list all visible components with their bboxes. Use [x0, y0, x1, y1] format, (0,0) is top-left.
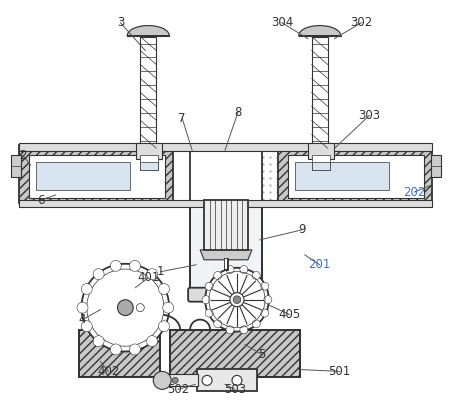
Bar — [19, 200, 432, 207]
Circle shape — [153, 372, 171, 389]
Text: 302: 302 — [350, 16, 373, 29]
Text: 3: 3 — [117, 16, 124, 29]
Circle shape — [233, 296, 241, 304]
Circle shape — [226, 265, 234, 274]
Bar — [312, 37, 328, 148]
Circle shape — [81, 321, 92, 332]
Text: 201: 201 — [309, 258, 331, 271]
Circle shape — [205, 309, 213, 317]
Circle shape — [147, 336, 158, 347]
Circle shape — [252, 320, 260, 328]
Bar — [190, 200, 262, 290]
Bar — [190, 145, 262, 207]
Circle shape — [118, 300, 133, 315]
Bar — [278, 145, 432, 203]
Text: 4: 4 — [79, 313, 86, 326]
Circle shape — [205, 282, 213, 290]
Bar — [197, 370, 257, 392]
Circle shape — [129, 260, 140, 271]
Text: 2: 2 — [19, 149, 26, 162]
Bar — [312, 155, 330, 170]
Bar — [162, 374, 198, 386]
Circle shape — [158, 321, 169, 332]
FancyBboxPatch shape — [188, 288, 264, 302]
Text: 304: 304 — [271, 16, 293, 29]
Circle shape — [232, 375, 242, 385]
Circle shape — [163, 302, 174, 313]
Circle shape — [81, 284, 92, 295]
Circle shape — [87, 269, 164, 346]
Text: 303: 303 — [359, 109, 380, 122]
Text: 7: 7 — [178, 112, 186, 125]
Text: 503: 503 — [224, 383, 246, 396]
Polygon shape — [299, 26, 340, 35]
Bar — [19, 143, 432, 151]
Text: 9: 9 — [298, 223, 306, 236]
Text: 8: 8 — [234, 106, 242, 119]
Text: 1: 1 — [157, 265, 164, 278]
Bar — [140, 162, 158, 170]
Circle shape — [93, 269, 104, 280]
Bar — [431, 155, 441, 177]
Polygon shape — [127, 26, 169, 35]
Circle shape — [240, 265, 248, 274]
Circle shape — [136, 304, 144, 312]
Text: 501: 501 — [329, 365, 351, 378]
Bar — [140, 155, 158, 170]
Bar — [170, 330, 300, 377]
Circle shape — [147, 269, 158, 280]
Circle shape — [172, 377, 178, 383]
Text: 5: 5 — [258, 348, 266, 361]
Circle shape — [214, 320, 222, 328]
Circle shape — [93, 336, 104, 347]
Bar — [288, 155, 424, 198]
Circle shape — [214, 271, 222, 280]
Bar — [308, 143, 334, 159]
Text: 6: 6 — [37, 193, 44, 206]
Bar — [11, 155, 21, 177]
Bar — [79, 330, 160, 377]
Text: 202: 202 — [403, 186, 425, 199]
Circle shape — [158, 284, 169, 295]
Bar — [136, 143, 162, 159]
Circle shape — [230, 293, 244, 307]
Circle shape — [261, 282, 269, 290]
Polygon shape — [200, 250, 252, 260]
Bar — [79, 330, 160, 377]
Bar — [312, 162, 330, 170]
Circle shape — [252, 271, 260, 280]
Circle shape — [205, 268, 269, 332]
Bar — [19, 145, 173, 203]
Bar — [29, 155, 165, 198]
Circle shape — [226, 326, 234, 334]
Text: 402: 402 — [97, 365, 119, 378]
Text: 405: 405 — [279, 308, 301, 321]
Bar — [204, 200, 248, 250]
Circle shape — [82, 264, 169, 352]
Bar — [140, 37, 156, 148]
Text: 502: 502 — [167, 383, 189, 396]
Bar — [295, 162, 390, 190]
Circle shape — [264, 295, 272, 304]
Circle shape — [110, 260, 121, 271]
Bar — [36, 162, 130, 190]
Circle shape — [261, 309, 269, 317]
Circle shape — [129, 344, 140, 355]
Circle shape — [77, 302, 88, 313]
Text: 401: 401 — [137, 271, 159, 284]
Circle shape — [110, 344, 121, 355]
Bar — [170, 330, 300, 377]
Circle shape — [202, 375, 212, 385]
Circle shape — [202, 295, 210, 304]
Circle shape — [240, 326, 248, 334]
